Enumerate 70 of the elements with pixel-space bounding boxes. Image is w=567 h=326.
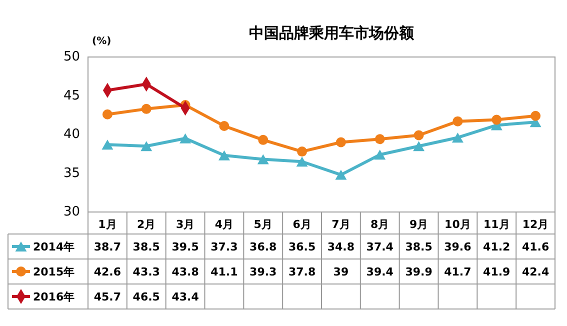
data-label: 39.4 bbox=[366, 265, 394, 278]
data-label: 36.8 bbox=[250, 240, 277, 254]
data-label: 42.4 bbox=[522, 265, 550, 278]
data-label: 39.6 bbox=[444, 240, 472, 254]
y-tick-label: 30 bbox=[63, 204, 80, 220]
point bbox=[374, 150, 386, 160]
x-tick-label: 3月 bbox=[176, 218, 195, 231]
data-label: 41.6 bbox=[522, 240, 550, 254]
point bbox=[492, 114, 502, 125]
point bbox=[297, 146, 308, 157]
y-tick-label: 45 bbox=[63, 88, 80, 104]
point bbox=[296, 156, 308, 167]
x-tick-label: 2月 bbox=[137, 218, 156, 231]
point bbox=[258, 134, 268, 145]
x-tick-label: 6月 bbox=[292, 218, 312, 231]
data-label: 41.1 bbox=[210, 265, 238, 278]
data-label: 43.8 bbox=[172, 265, 199, 278]
legend-label: 2016年 bbox=[33, 290, 75, 304]
data-label: 36.5 bbox=[288, 240, 316, 254]
point bbox=[452, 132, 464, 143]
point bbox=[180, 133, 192, 144]
x-tick-label: 12月 bbox=[522, 218, 549, 231]
point bbox=[336, 137, 346, 148]
x-tick-label: 10月 bbox=[444, 218, 471, 231]
y-tick-label: 40 bbox=[63, 127, 80, 142]
point bbox=[218, 150, 230, 160]
point bbox=[374, 134, 385, 144]
point bbox=[414, 130, 424, 140]
chart-title: 中国品牌乘用车市场份额 bbox=[249, 24, 415, 42]
data-label: 34.8 bbox=[327, 240, 355, 254]
point bbox=[102, 140, 114, 150]
data-label: 39.9 bbox=[405, 265, 432, 278]
data-label: 37.4 bbox=[366, 240, 394, 254]
data-label: 46.5 bbox=[132, 290, 160, 304]
x-tick-label: 1月 bbox=[98, 218, 117, 231]
y-tick-label: 35 bbox=[63, 166, 80, 181]
data-label: 41.7 bbox=[444, 265, 472, 278]
x-tick-label: 4月 bbox=[214, 218, 234, 231]
point bbox=[452, 116, 463, 126]
point bbox=[102, 109, 112, 120]
point bbox=[335, 170, 347, 180]
data-label: 41.2 bbox=[483, 240, 510, 254]
data-label: 39.5 bbox=[172, 240, 199, 254]
x-tick-label: 8月 bbox=[370, 218, 390, 231]
y-tick-label: 50 bbox=[63, 50, 80, 64]
data-label: 38.5 bbox=[405, 240, 432, 254]
data-label: 39 bbox=[333, 265, 349, 278]
legend-label: 2015年 bbox=[33, 265, 75, 278]
data-label: 39.3 bbox=[250, 265, 277, 278]
data-label: 45.7 bbox=[94, 290, 122, 304]
y-axis-title: (%) bbox=[92, 36, 112, 47]
point bbox=[219, 120, 230, 131]
point bbox=[141, 104, 152, 114]
legend-label: 2014年 bbox=[33, 240, 75, 254]
point bbox=[530, 110, 541, 121]
x-tick-label: 5月 bbox=[254, 218, 272, 231]
point bbox=[413, 141, 425, 152]
x-tick-label: 11月 bbox=[483, 218, 510, 231]
x-tick-label: 9月 bbox=[409, 218, 428, 231]
data-label: 42.6 bbox=[94, 265, 122, 278]
data-label: 41.9 bbox=[483, 265, 510, 278]
data-label: 43.4 bbox=[172, 290, 200, 304]
data-label: 38.5 bbox=[132, 240, 160, 254]
data-label: 38.7 bbox=[94, 240, 122, 254]
data-label: 43.3 bbox=[132, 265, 160, 278]
point bbox=[257, 154, 269, 164]
point bbox=[140, 141, 152, 152]
data-label: 37.8 bbox=[288, 265, 316, 278]
data-label: 37.3 bbox=[210, 240, 238, 254]
x-tick-label: 7月 bbox=[332, 218, 350, 231]
